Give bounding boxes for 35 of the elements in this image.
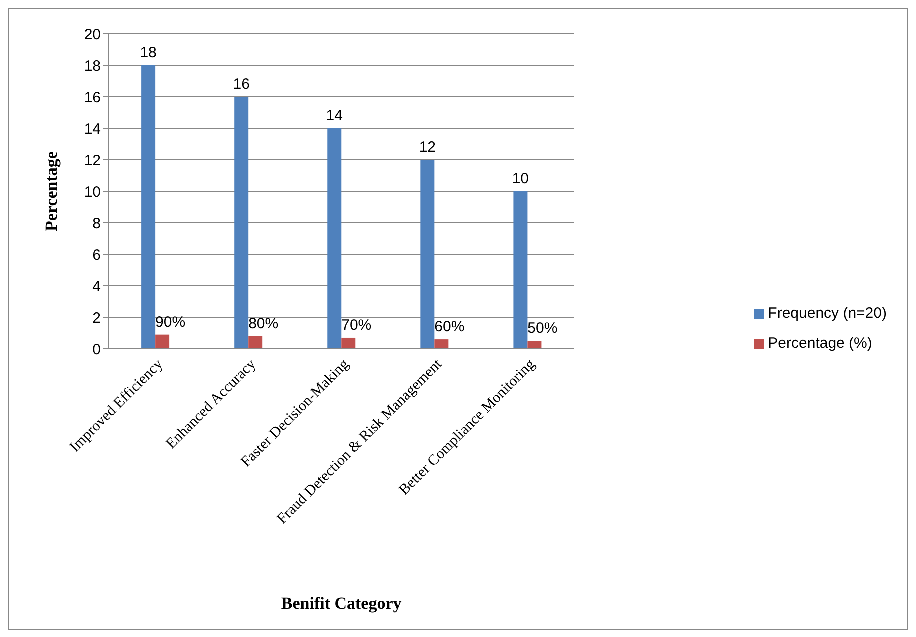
bar: [156, 334, 170, 349]
y-tick-label: 4: [92, 278, 101, 296]
data-label: 10: [512, 170, 530, 188]
data-label: 70%: [342, 316, 372, 334]
legend-label: Percentage (%): [768, 335, 872, 352]
data-label: 14: [326, 108, 343, 124]
y-tick-label: 18: [84, 58, 101, 75]
bar: [514, 192, 528, 349]
data-label: 16: [233, 76, 250, 93]
data-label: 50%: [528, 320, 558, 338]
bar: [434, 340, 449, 349]
y-tick-label: 0: [92, 341, 101, 358]
data-label: 80%: [248, 315, 279, 332]
y-axis-title: Percentage: [42, 151, 62, 232]
data-label: 12: [419, 139, 436, 156]
y-tick-label: 16: [84, 89, 101, 106]
bar: [342, 338, 356, 349]
bar: [248, 336, 263, 349]
y-tick-label: 2: [92, 310, 101, 327]
data-label: 60%: [434, 318, 465, 336]
y-tick-label: 10: [84, 184, 101, 201]
y-tick-label: 6: [92, 246, 101, 264]
bar: [528, 341, 542, 349]
data-label: 18: [140, 44, 157, 62]
y-tick-label: 20: [84, 26, 101, 44]
data-label: 90%: [156, 314, 186, 331]
y-tick-label: 12: [84, 152, 101, 170]
legend-label: Frequency (n=20): [768, 305, 887, 322]
bar: [234, 97, 249, 349]
y-tick-label: 14: [84, 120, 101, 138]
bar: [420, 160, 435, 349]
bar: [142, 66, 156, 349]
x-axis-title: Benifit Category: [281, 594, 402, 613]
bar: [328, 128, 342, 349]
y-tick-label: 8: [92, 215, 101, 232]
